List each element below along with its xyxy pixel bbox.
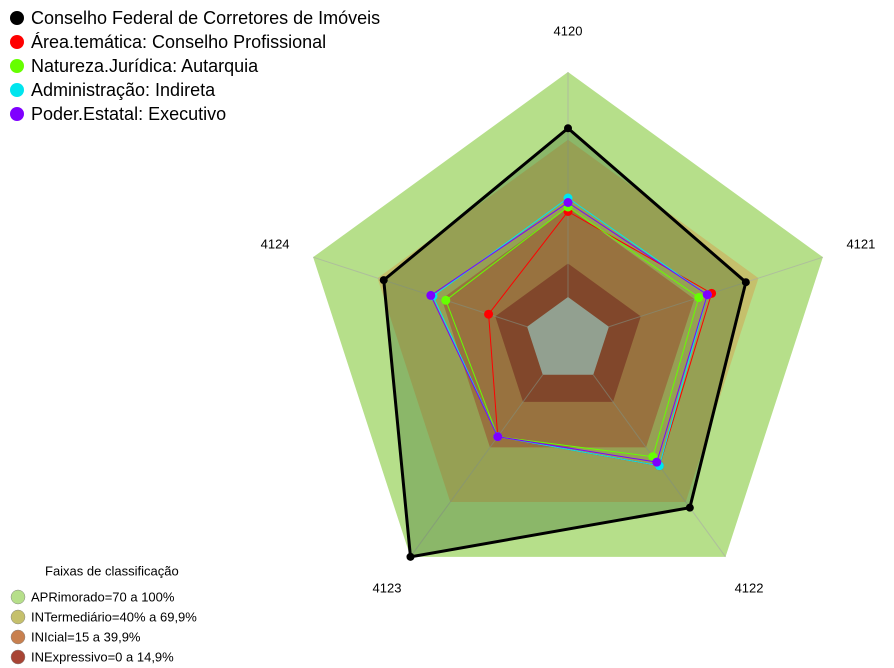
- legend-marker: [10, 11, 24, 25]
- series-line: [445, 206, 700, 458]
- axis-label: 4121: [846, 236, 875, 251]
- series-point: [685, 503, 694, 512]
- legend-marker: [10, 59, 24, 73]
- band-legend-label: INTermediário=40% a 69,9%: [31, 609, 197, 624]
- axis-label: 4124: [261, 236, 290, 251]
- legend-label: Natureza.Jurídica: Autarquia: [31, 56, 259, 76]
- legend-marker: [10, 83, 24, 97]
- legend-label: Administração: Indireta: [31, 80, 216, 100]
- band-legend-marker: [10, 649, 26, 665]
- band-legend-label: INExpressivo=0 a 14,9%: [31, 649, 174, 664]
- spoke: [410, 374, 544, 558]
- band-legend-marker: [10, 609, 26, 625]
- bands-title: Faixas de classificação: [45, 563, 179, 578]
- series-point: [694, 293, 704, 303]
- band-legend-marker: [10, 589, 26, 605]
- series-point: [441, 295, 451, 305]
- series-point: [741, 278, 750, 287]
- series-point: [652, 457, 662, 467]
- legend-marker: [10, 35, 24, 49]
- band-legend-label: APRimorado=70 a 100%: [31, 589, 175, 604]
- series-point: [493, 432, 503, 442]
- axis-label: 4120: [554, 23, 583, 38]
- series-point: [406, 552, 415, 561]
- series-point: [702, 290, 712, 300]
- legend-marker: [10, 107, 24, 121]
- band-legend-marker: [10, 629, 26, 645]
- series-point: [564, 124, 572, 133]
- series-point: [379, 276, 388, 285]
- legend-label: Conselho Federal de Corretores de Imóvei…: [31, 8, 380, 28]
- axis-label: 4122: [735, 581, 764, 596]
- axis-label: 4123: [373, 581, 402, 596]
- center-hole: [527, 297, 609, 375]
- band-legend-label: INIcial=15 a 39,9%: [31, 629, 141, 644]
- series-point: [484, 309, 494, 319]
- legend-label: Poder.Estatal: Executivo: [31, 104, 226, 124]
- series-line: [430, 201, 708, 463]
- series-point: [426, 290, 436, 300]
- series-point: [563, 198, 573, 207]
- series-line: [432, 197, 708, 467]
- legend-label: Área.temática: Conselho Profissional: [31, 32, 326, 52]
